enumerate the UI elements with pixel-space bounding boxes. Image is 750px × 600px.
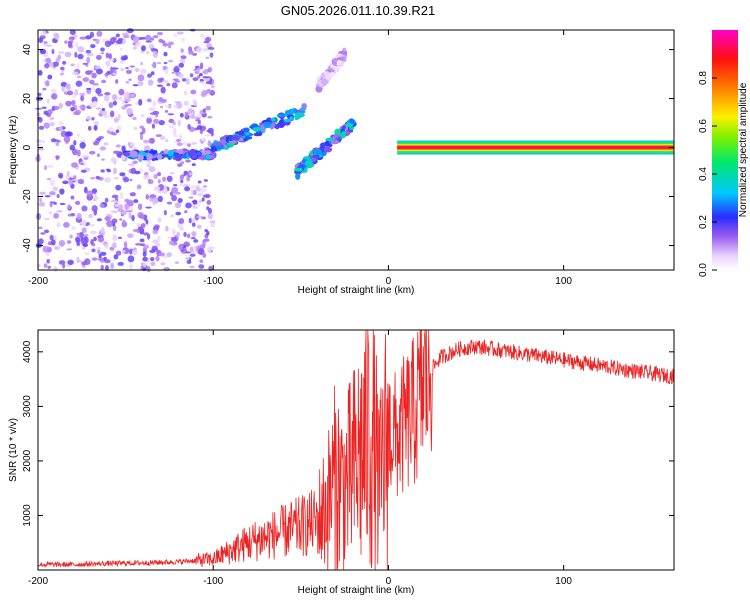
- snr-x-axis-title: Height of straight line (km): [298, 585, 415, 596]
- colorbar-tick-label: 0.8: [698, 71, 709, 85]
- snr-y-tick-label: 1000: [22, 504, 33, 527]
- spectrogram-feature-3: [293, 118, 357, 180]
- colorbar-tick-label: 0.6: [698, 119, 709, 133]
- snr-y-tick-label: 2000: [22, 449, 33, 472]
- colorbar-tick-label: 0.4: [698, 167, 709, 181]
- spectrogram-x-tick-label: -200: [28, 276, 48, 287]
- snr-y-tick-label: 3000: [22, 395, 33, 418]
- spectrogram-scatter-layer: [35, 28, 674, 273]
- spectrogram-feature-0: [35, 28, 216, 273]
- spectrogram-x-axis-title: Height of straight line (km): [298, 285, 415, 296]
- spectrogram-feature-2: [210, 102, 307, 152]
- colorbar: 0.0 0.2 0.4 0.6 0.8 Normalized spectral ampl…: [698, 30, 749, 277]
- spectrogram-y-tick-label: -20: [22, 189, 33, 204]
- spectrogram-x-tick-label: 100: [555, 276, 572, 287]
- snr-x-tick-label: 100: [555, 576, 572, 587]
- figure-title: GN05.2026.011.10.39.R21: [281, 3, 435, 18]
- snr-frame: [37, 329, 675, 571]
- spectrogram-x-ticks: -200 -100 0 100: [28, 30, 572, 287]
- spectrogram-frame: [37, 29, 675, 271]
- colorbar-gradient: [712, 30, 738, 270]
- snr-panel: -200 -100 0 100 1000 2000 3000 4000 Height of …: [8, 329, 675, 596]
- spectrogram-feature-1: [122, 148, 217, 162]
- spectrogram-y-tick-label: 40: [22, 44, 33, 56]
- snr-series-line: [37, 329, 675, 570]
- snr-y-ticks: 1000 2000 3000 4000: [22, 340, 674, 527]
- snr-x-tick-label: -200: [28, 576, 48, 587]
- colorbar-ticks: 0.0 0.2 0.4 0.6 0.8: [698, 71, 717, 277]
- snr-y-tick-label: 4000: [22, 340, 33, 363]
- spectrogram-y-ticks: -40 -20 0 20 40: [22, 44, 674, 253]
- spectrogram-y-tick-label: 20: [22, 93, 33, 105]
- spectrogram-y-tick-label: 0: [22, 144, 33, 150]
- spectrogram-x-tick-label: 0: [386, 276, 392, 287]
- spectrogram-y-axis-title: Frequency (Hz): [8, 116, 19, 185]
- spectrogram-feature-5: [397, 140, 674, 155]
- colorbar-tick-label: 0.2: [698, 215, 709, 229]
- spectrogram-y-tick-label: -40: [22, 238, 33, 253]
- colorbar-tick-label: 0.0: [698, 263, 709, 277]
- snr-y-axis-title: SNR (10 * v/v): [8, 418, 19, 482]
- colorbar-title: Normalized spectral amplitude: [738, 82, 749, 217]
- spectrogram-x-tick-label: -100: [203, 276, 223, 287]
- snr-x-tick-label: 0: [386, 576, 392, 587]
- snr-x-ticks: -200 -100 0 100: [28, 330, 572, 587]
- spectrogram-feature-4: [314, 47, 348, 93]
- snr-x-tick-label: -100: [203, 576, 223, 587]
